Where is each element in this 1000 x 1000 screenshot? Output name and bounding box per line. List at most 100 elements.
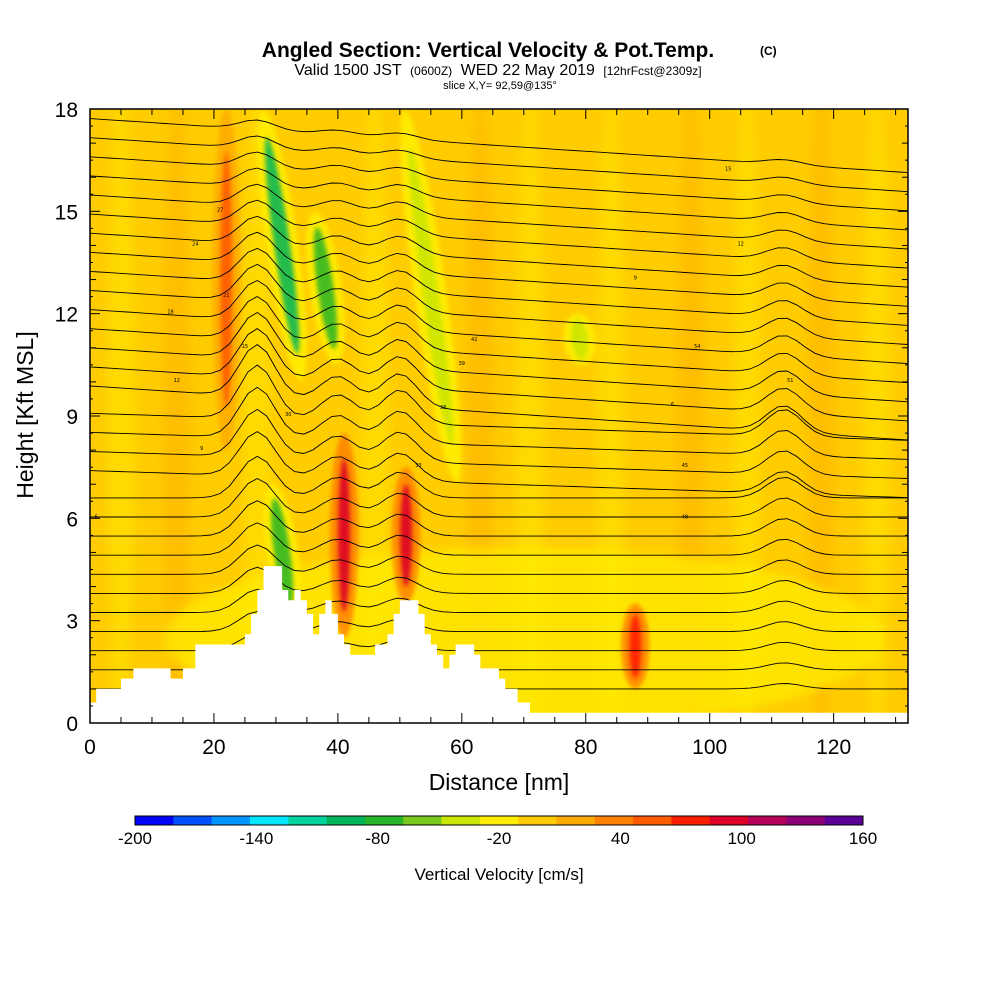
x-tick-label: 100	[692, 736, 727, 759]
contour-label: 12	[737, 241, 743, 247]
isentrope-line	[90, 167, 908, 231]
contour-label: 15	[242, 344, 248, 350]
subtitle-valid: Valid 1500 JST	[294, 62, 402, 79]
colorbar-bin	[326, 816, 366, 825]
contour-label: 33	[415, 463, 421, 469]
y-tick-label: 3	[66, 611, 78, 634]
contour-label: 9	[200, 446, 203, 452]
contour-label: 51	[787, 378, 793, 384]
contour-label: 18	[167, 310, 173, 316]
y-tick-label: 12	[55, 304, 78, 327]
isentrope-line	[90, 566, 908, 594]
isentrope-line	[90, 522, 908, 556]
x-tick-label: 120	[816, 736, 851, 759]
isentrope-line	[90, 455, 908, 499]
isentrope-line	[90, 477, 908, 518]
isentrope-line	[90, 408, 908, 479]
contour-label: 21	[223, 293, 229, 299]
isentrope-line	[90, 135, 908, 193]
isentrope-line	[90, 118, 908, 174]
isentrope-line	[90, 199, 908, 269]
contour-label: 54	[694, 344, 700, 350]
contour-label: 6	[671, 402, 674, 408]
colorbar-tick-label: -80	[365, 829, 390, 848]
chart-subtitle: Valid 1500 JST (0600Z) WED 22 May 2019 […	[294, 62, 701, 79]
isentrope-line	[90, 386, 908, 460]
contour-label: 30	[285, 412, 291, 418]
x-tick-label: 0	[84, 736, 96, 759]
colorbar-tick-label: 100	[727, 829, 755, 848]
contour-label: 36	[440, 405, 446, 411]
colorbar-bin	[518, 816, 557, 825]
contour-label: 42	[471, 337, 477, 343]
contour-label: 9	[634, 276, 637, 282]
isentrope-line	[90, 328, 908, 422]
colorbar-bin	[479, 816, 519, 825]
x-axis-title: Distance [nm]	[429, 769, 570, 795]
y-tick-label: 6	[66, 508, 78, 531]
y-tick-label: 15	[55, 201, 78, 224]
y-tick-label: 9	[66, 406, 78, 429]
colorbar-tick-label: -140	[239, 829, 273, 848]
subtitle-forecast: [12hrFcst@2309z]	[603, 64, 701, 78]
isentrope-line	[90, 151, 908, 212]
y-tick-label: 18	[55, 99, 78, 122]
isentrope-line	[90, 279, 908, 365]
x-tick-label: 20	[202, 736, 225, 759]
colorbar-bin	[556, 816, 596, 825]
x-axis: 0 20 40 60 80 100 120	[84, 109, 897, 759]
isentrope-line	[90, 231, 908, 307]
plot-area: 6 9 12 15 18 21 24 27 30 33 36 39 42 45 48 51 54 6 9 12 15	[90, 109, 908, 723]
colorbar-bin	[173, 816, 212, 825]
field-variation-0	[106, 109, 135, 723]
x-tick-label: 60	[450, 736, 473, 759]
isentrope-line	[90, 500, 908, 537]
isentrope-line	[90, 544, 908, 575]
isentrope-line	[90, 247, 908, 326]
colorbar-tick-label: -20	[487, 829, 512, 848]
isentrope-line	[90, 344, 908, 441]
colorbar-bin	[671, 816, 711, 825]
colorbar-bin	[288, 816, 327, 825]
colorbar-frame	[134, 815, 864, 826]
field-variation-10	[863, 109, 892, 723]
x-tick-label: 40	[326, 736, 349, 759]
isentrope-line	[90, 588, 908, 613]
isentrope-line	[90, 611, 908, 633]
isentrope-line	[90, 364, 908, 441]
colorbar-bin	[403, 816, 442, 825]
y-axis-title: Height [Kft MSL]	[12, 331, 38, 498]
subtitle-zulu: (0600Z)	[410, 64, 452, 78]
colorbar-tick-label: 160	[849, 829, 877, 848]
downdraft-band-4	[563, 313, 596, 365]
isentrope-line	[90, 431, 908, 499]
colorbar-bin	[441, 816, 481, 825]
contour-label: 45	[682, 463, 688, 469]
colorbar-tick-label: -200	[118, 829, 152, 848]
colorbar-bin	[748, 816, 787, 825]
isentrope-line	[90, 215, 908, 288]
isentrope-line	[90, 311, 908, 403]
colorbar-bin	[786, 816, 825, 825]
updraft-band-1	[338, 458, 351, 613]
contour-label: 39	[459, 361, 465, 367]
colorbar-bin	[824, 816, 864, 825]
colorbar-tick-label: 40	[611, 829, 630, 848]
updraft-band-3	[629, 614, 642, 679]
colorbar-bin	[249, 816, 289, 825]
y-tick-label: 0	[66, 713, 78, 736]
chart-title: Angled Section: Vertical Velocity & Pot.…	[262, 39, 714, 62]
contour-label: 15	[725, 166, 731, 172]
subtitle-date: WED 22 May 2019	[461, 62, 595, 79]
colorbar-bin	[633, 816, 672, 825]
contour-label: 6	[95, 514, 98, 520]
colorbar-bin	[364, 816, 404, 825]
updraft-band-2	[400, 484, 413, 587]
contour-label: 12	[174, 378, 180, 384]
colorbar-bin	[594, 816, 634, 825]
colorbar-bin	[709, 816, 749, 825]
downdraft-band-0	[257, 110, 307, 381]
isentrope-line	[90, 183, 908, 250]
